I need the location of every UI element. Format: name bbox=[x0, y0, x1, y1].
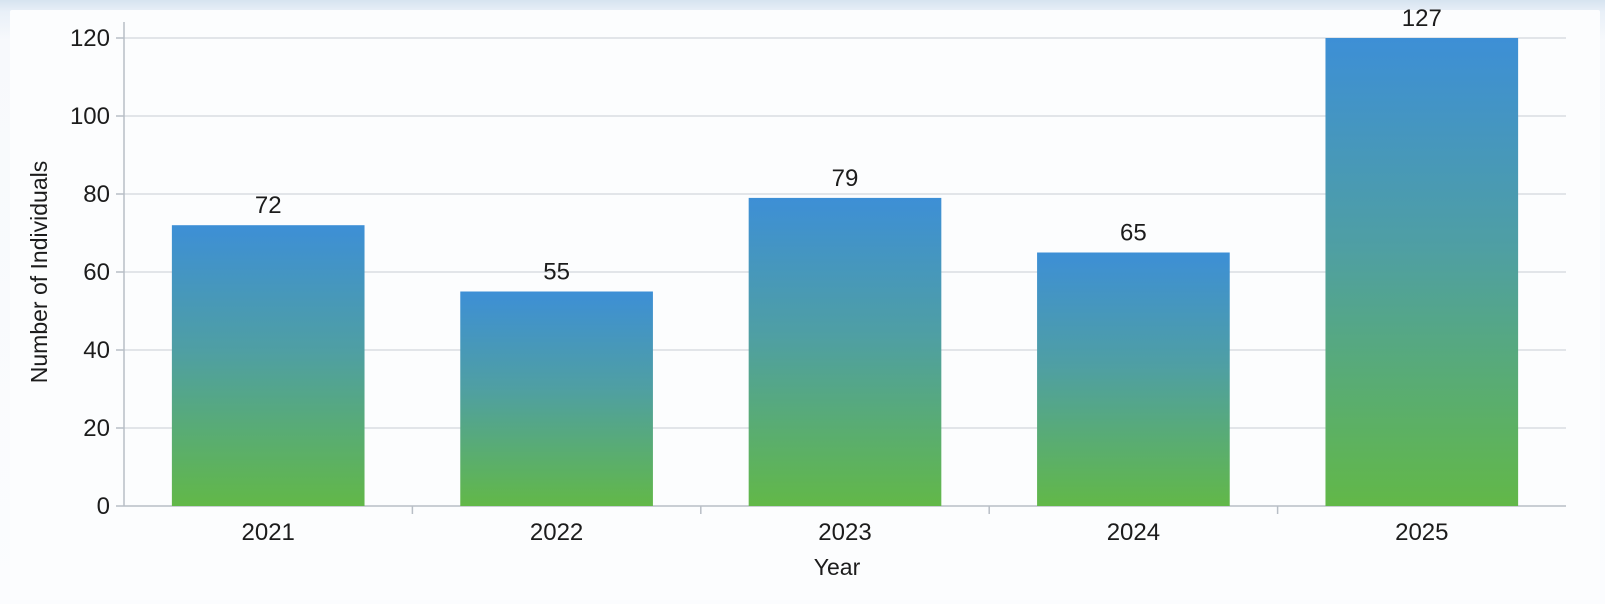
y-tick-label-120: 120 bbox=[70, 25, 110, 52]
bar-2021 bbox=[171, 225, 365, 506]
bar-2024 bbox=[1037, 252, 1230, 506]
x-tick-label-2021: 2021 bbox=[242, 519, 295, 546]
y-axis-title: Number of Individuals bbox=[26, 161, 52, 383]
data-label-2023: 79 bbox=[832, 165, 859, 192]
labels: 0 20 40 60 80 100 120 72 2021 55 2022 79 2023 65 2024 1… bbox=[70, 5, 1449, 546]
bar-2023 bbox=[748, 197, 942, 506]
y-tick-label-60: 60 bbox=[83, 259, 110, 286]
bar-2025 bbox=[1325, 38, 1519, 506]
x-tick-label-2022: 2022 bbox=[530, 519, 583, 546]
x-axis-title: Year bbox=[814, 554, 861, 580]
data-label-2024: 65 bbox=[1120, 220, 1147, 247]
data-label-2022: 55 bbox=[543, 259, 570, 286]
y-tick-label-100: 100 bbox=[70, 103, 110, 130]
y-tick-label-20: 20 bbox=[83, 415, 110, 442]
data-label-2025: 127 bbox=[1402, 5, 1442, 32]
x-tick-label-2024: 2024 bbox=[1107, 519, 1160, 546]
bars bbox=[171, 38, 1519, 506]
x-tick-label-2025: 2025 bbox=[1395, 519, 1448, 546]
y-tick-label-0: 0 bbox=[97, 493, 110, 520]
y-tick-label-80: 80 bbox=[83, 181, 110, 208]
bar-2022 bbox=[460, 291, 653, 506]
y-tick-label-40: 40 bbox=[83, 337, 110, 364]
data-label-2021: 72 bbox=[255, 192, 282, 219]
x-tick-label-2023: 2023 bbox=[818, 519, 871, 546]
